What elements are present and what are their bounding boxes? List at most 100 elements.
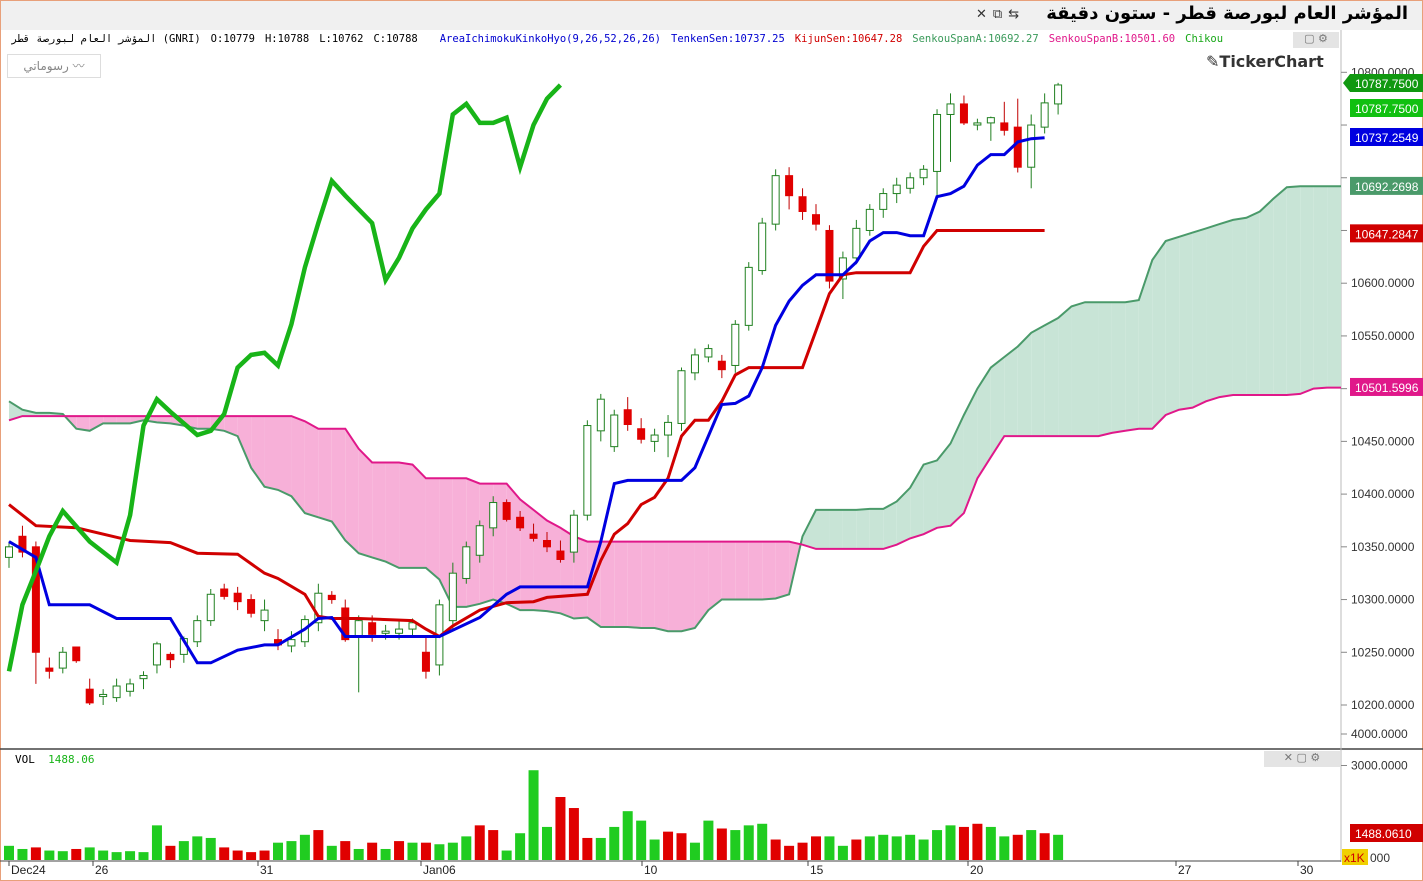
volume-bar (151, 825, 162, 860)
cloud-segment (358, 448, 373, 558)
volume-bar (905, 834, 916, 860)
cloud-segment (654, 541, 669, 632)
y-tick-label: 10200.0000 (1351, 698, 1415, 712)
cloud-segment (76, 416, 90, 431)
candle-body (892, 184, 901, 195)
candle-body (1040, 102, 1049, 128)
volume-bar (676, 833, 687, 860)
x-tick-label: 27 (1178, 863, 1192, 877)
cloud-segment (304, 421, 319, 518)
cloud-segment (493, 483, 507, 604)
candle-body (45, 667, 54, 672)
volume-bar (851, 839, 862, 860)
candle-body (139, 674, 148, 680)
candle-body (946, 103, 955, 115)
low-value: L:10762 (319, 33, 364, 45)
cloud-segment (1206, 224, 1220, 402)
volume-unit: x1K 000 (1342, 849, 1390, 865)
cloud-segment (896, 487, 911, 545)
candle-body (637, 428, 646, 440)
y-tick-label: 10600.0000 (1351, 276, 1415, 290)
swap-icon[interactable]: ⇆ (1008, 7, 1026, 22)
x-tick-label: 10 (644, 863, 658, 877)
y-tick-label: 10400.0000 (1351, 487, 1415, 501)
volume-bar (299, 834, 310, 860)
volume-label: VOL 1488.06 (15, 753, 94, 766)
candle-body (99, 693, 108, 698)
indicator-name[interactable]: AreaIchimokuKinkoHyo(9,26,52,26,26) (439, 33, 661, 45)
cloud-segment (372, 462, 386, 562)
cloud-segment (842, 509, 857, 549)
candle-body (1054, 84, 1063, 105)
candle-body (354, 620, 363, 639)
price-plot (5, 82, 1341, 705)
cloud-segment (641, 541, 655, 629)
cloud-segment (1044, 317, 1059, 437)
tenkan-value: TenkenSen:10737.25 (671, 33, 785, 45)
candle-body (1013, 126, 1022, 168)
cloud-segment (1340, 186, 1341, 388)
candle-body (220, 588, 229, 597)
volume-bar (945, 825, 956, 860)
candle-body (838, 257, 847, 280)
my-drawings-button[interactable]: رسوماتي 〰 (7, 54, 101, 78)
price-panel-buttons[interactable]: ▢ ⚙ (1293, 32, 1339, 48)
price-axis-label: 1488.0610 (1350, 824, 1423, 842)
candle-body (731, 323, 740, 366)
cloud-segment (802, 509, 816, 549)
price-label-text: 10692.2698 (1355, 180, 1419, 194)
price-label-text: 1488.0610 (1355, 827, 1412, 841)
spanb-value: SenkouSpanB:10501.60 (1048, 33, 1176, 45)
close-icon[interactable]: ✕ (976, 7, 993, 22)
price-label-text: 10787.7500 (1355, 77, 1419, 91)
volume-bar (1012, 834, 1023, 860)
window-title: المؤشر العام لبورصة قطر - ستون دقيقة (1046, 3, 1408, 24)
price-axis-label: 10787.7500 (1350, 99, 1423, 117)
volume-bar (972, 823, 983, 860)
cloud-segment (547, 520, 561, 614)
candle-body (193, 620, 202, 643)
x-tick-label: 15 (810, 863, 824, 877)
volume-bar (380, 848, 391, 860)
cloud-segment (278, 416, 292, 497)
volume-bar (205, 837, 216, 860)
volume-bar (636, 820, 647, 860)
candle-body (489, 502, 498, 529)
volume-bar (689, 842, 700, 860)
cloud-segment (735, 541, 749, 600)
volume-bar (111, 852, 122, 860)
volume-bar (407, 842, 418, 860)
volume-bar (824, 836, 835, 860)
candle-body (852, 227, 861, 259)
candle-body (771, 175, 780, 225)
restore-icon[interactable]: ⧉ (992, 7, 1009, 22)
cloud-segment (197, 416, 211, 429)
candle-body (462, 546, 471, 579)
volume-panel-buttons[interactable]: ✕ ▢ ⚙ (1264, 751, 1340, 767)
price-label-text: 10737.2549 (1355, 131, 1419, 145)
cloud-segment (385, 462, 400, 568)
candle-body (368, 622, 377, 635)
cloud-segment (600, 541, 615, 627)
volume-bar (811, 836, 821, 860)
cloud-segment (681, 541, 695, 632)
volume-bar (30, 847, 41, 860)
volume-bar (1053, 834, 1064, 860)
cloud-segment (990, 357, 1005, 458)
drawings-label: رسوماتي (23, 59, 69, 73)
candle-body (1027, 124, 1036, 168)
candle-body (906, 177, 915, 189)
price-axis-label: 10647.2847 (1350, 224, 1423, 243)
candle-body (865, 208, 874, 231)
volume-bar (730, 830, 741, 860)
price-axis-label: 10501.5996 (1350, 377, 1423, 396)
cloud-segment (291, 416, 305, 514)
price-label-bg (1350, 176, 1423, 195)
cloud-segment (1192, 228, 1207, 408)
volume-bar (609, 826, 620, 860)
cloud-segment (1017, 332, 1032, 437)
candle-body (785, 175, 794, 197)
candle-body (18, 535, 27, 553)
price-label-bg (1350, 99, 1423, 117)
